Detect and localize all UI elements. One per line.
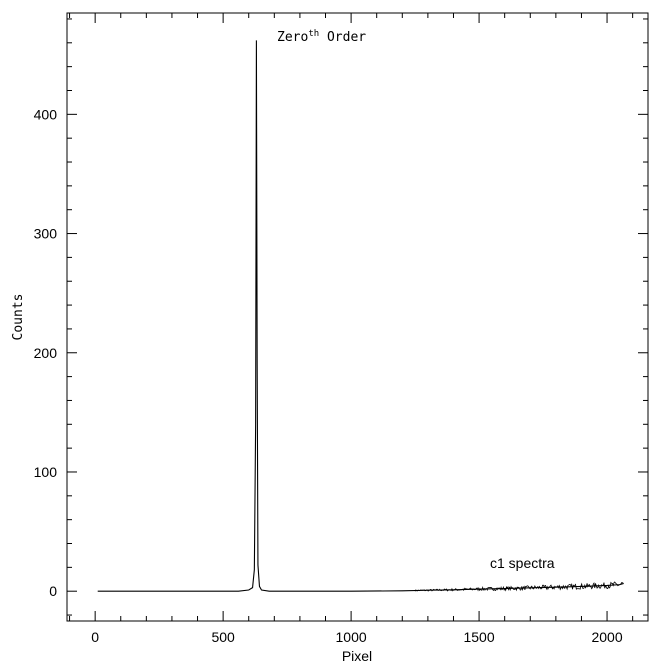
annotation-zeroth-sup: th [308, 29, 319, 39]
x-tick-label: 500 [211, 629, 235, 645]
annotation-zeroth-suffix: Order [319, 30, 366, 45]
y-tick-label: 200 [34, 345, 58, 361]
x-tick-label: 1000 [336, 629, 367, 645]
tick-labels: 0 500 1000 1500 2000 0 100 200 300 400 [34, 106, 623, 645]
x-axis-label: Pixel [342, 648, 372, 664]
x-tick-label: 0 [91, 629, 99, 645]
annotation-c1-spectra: c1 spectra [490, 555, 555, 571]
y-tick-label: 400 [34, 106, 58, 122]
y-tick-label: 300 [34, 226, 58, 242]
spectrum-noise [414, 581, 624, 592]
y-axis-label: Counts [11, 294, 26, 341]
y-tick-label: 0 [49, 583, 57, 599]
annotation-zeroth-base: Zero [277, 30, 308, 45]
plot-frame [66, 12, 649, 622]
x-tick-label: 2000 [591, 629, 622, 645]
ticks [67, 13, 648, 621]
spectrum-noise-path [414, 581, 624, 592]
x-tick-label: 1500 [463, 629, 494, 645]
spectrum-line [97, 40, 624, 592]
annotation-zeroth-order: Zeroth Order [277, 29, 366, 45]
y-tick-label: 100 [34, 464, 58, 480]
